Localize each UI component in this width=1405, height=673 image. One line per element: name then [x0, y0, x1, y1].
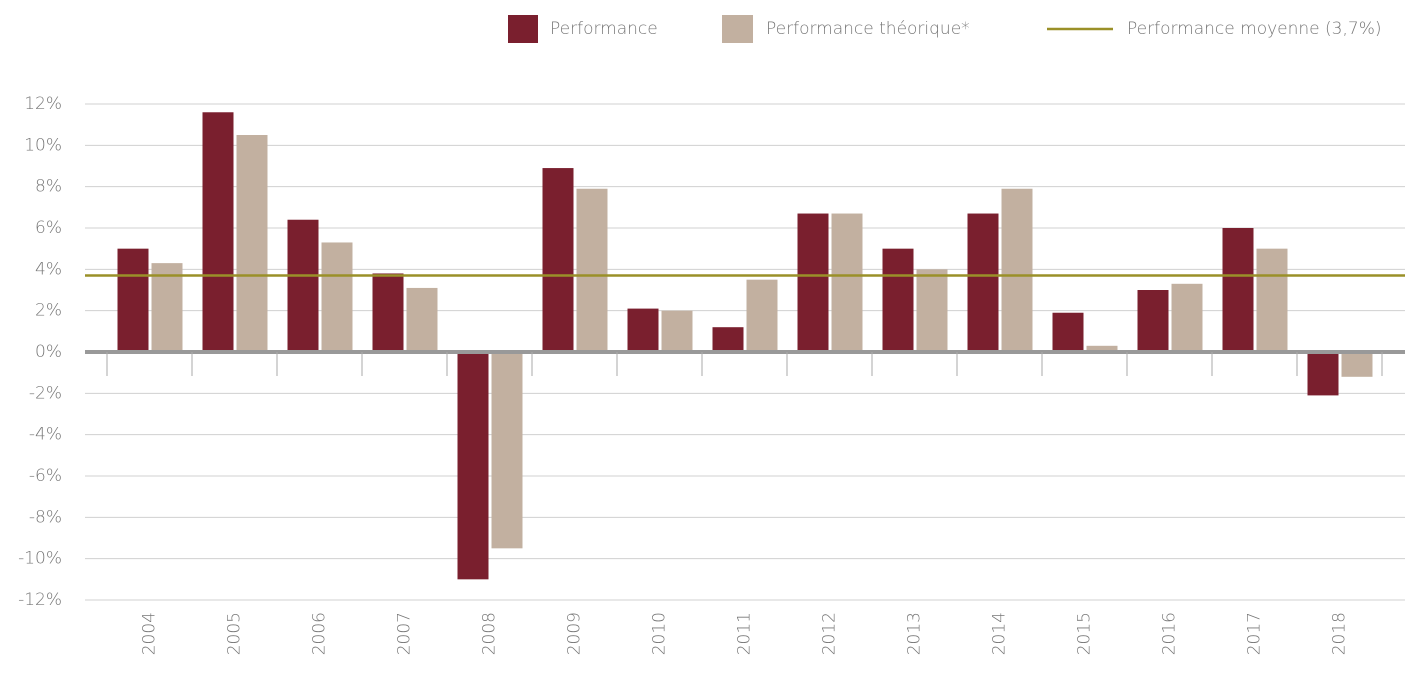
y-tick-label: 6%	[35, 218, 62, 238]
bar	[236, 135, 268, 352]
y-tick-label: 4%	[35, 259, 62, 279]
x-tick-label: 2008	[480, 612, 500, 655]
legend-label: Performance moyenne (3,7%)	[1127, 19, 1381, 39]
x-tick-label: 2015	[1075, 612, 1095, 655]
y-tick-label: -12%	[18, 590, 62, 610]
bar	[746, 279, 778, 352]
bar	[916, 269, 948, 352]
x-tick-label: 2006	[310, 612, 330, 655]
bar	[661, 310, 693, 352]
x-tick-label: 2010	[650, 612, 670, 655]
bar	[1001, 188, 1033, 352]
y-tick-label: -8%	[29, 507, 62, 527]
x-tick-label: 2007	[395, 612, 415, 655]
y-tick-label: -10%	[18, 549, 62, 569]
bar	[202, 112, 234, 353]
bar	[1052, 312, 1084, 352]
legend-label: Performance théorique*	[766, 19, 970, 39]
x-tick-label: 2014	[990, 612, 1010, 655]
bar	[712, 327, 744, 352]
bar	[1171, 283, 1203, 352]
y-tick-label: 12%	[24, 94, 62, 114]
legend-swatch	[508, 15, 538, 43]
bar	[1086, 345, 1118, 352]
bar	[627, 308, 659, 352]
x-tick-label: 2013	[905, 612, 925, 655]
bar	[1307, 352, 1339, 396]
legend-label: Performance	[550, 19, 658, 39]
bar	[831, 213, 863, 352]
bar	[117, 248, 149, 352]
y-tick-label: 10%	[24, 135, 62, 155]
y-tick-label: -2%	[29, 383, 62, 403]
x-tick-label: 2016	[1160, 612, 1180, 655]
x-tick-label: 2018	[1330, 612, 1350, 655]
bar	[287, 219, 319, 352]
bar	[372, 273, 404, 352]
bar	[967, 213, 999, 352]
bar	[406, 287, 438, 352]
x-tick-label: 2005	[225, 612, 245, 655]
bar	[457, 352, 489, 580]
bar	[151, 263, 183, 352]
y-tick-label: 8%	[35, 177, 62, 197]
bar	[542, 168, 574, 352]
bar	[882, 248, 914, 352]
y-tick-label: 0%	[35, 342, 62, 362]
y-tick-label: -6%	[29, 466, 62, 486]
bar	[1341, 352, 1373, 377]
x-tick-label: 2012	[820, 612, 840, 655]
bar	[1137, 290, 1169, 352]
x-tick-label: 2017	[1245, 612, 1265, 655]
bar	[1256, 248, 1288, 352]
legend-swatch	[722, 15, 753, 43]
y-tick-label: 2%	[35, 301, 62, 321]
x-tick-label: 2009	[565, 612, 585, 655]
bar	[321, 242, 353, 352]
y-tick-label: -4%	[29, 425, 62, 445]
bar	[1222, 228, 1254, 352]
x-tick-label: 2011	[735, 612, 755, 655]
bar	[576, 188, 608, 352]
bar	[797, 213, 829, 352]
bar	[491, 352, 523, 549]
x-tick-label: 2004	[140, 612, 160, 655]
